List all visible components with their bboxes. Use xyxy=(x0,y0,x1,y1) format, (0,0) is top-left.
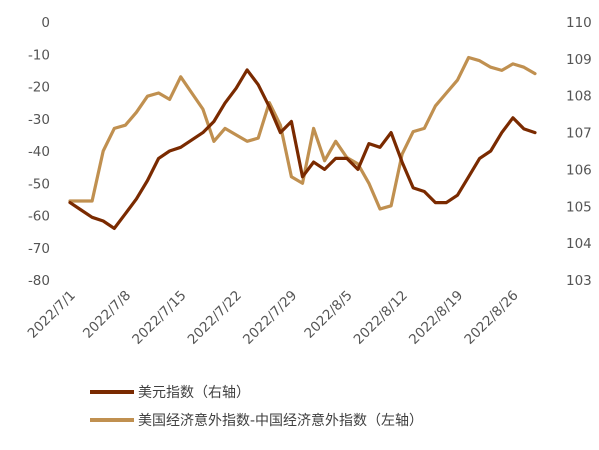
legend-label-usd: 美元指数（右轴） xyxy=(138,385,250,401)
x-tick-label: 2022/7/15 xyxy=(129,288,189,348)
legend-swatch-usd xyxy=(90,390,134,394)
left-tick-label: -30 xyxy=(28,112,50,128)
x-tick-label: 2022/7/8 xyxy=(80,288,134,342)
legend-item-usd: 美元指数（右轴） xyxy=(90,378,423,406)
left-tick-label: -10 xyxy=(28,47,50,63)
x-tick-label: 2022/7/29 xyxy=(240,288,300,348)
right-tick-label: 107 xyxy=(566,126,592,142)
x-tick-label: 2022/8/12 xyxy=(351,288,411,348)
x-axis: 2022/7/1 2022/7/82022/7/152022/7/222022/7… xyxy=(25,288,522,348)
right-tick-label: 104 xyxy=(566,236,592,252)
left-axis: 0 -10 -20 -30 -40 -50 -60 -70 -80 xyxy=(28,15,50,289)
left-tick-label: -70 xyxy=(28,241,50,257)
x-tick-label: 2022/7/1 xyxy=(25,288,79,342)
right-tick-label: 105 xyxy=(566,199,592,215)
x-tick-label: 2022/8/26 xyxy=(461,288,521,348)
left-tick-label: -20 xyxy=(28,80,50,96)
series-line-surprise-spread xyxy=(68,55,537,211)
left-tick-label: -50 xyxy=(28,176,50,192)
legend: 美元指数（右轴） 美国经济意外指数-中国经济意外指数（左轴） xyxy=(90,378,423,434)
left-tick-label: -40 xyxy=(28,144,50,160)
x-tick-label: 2022/8/5 xyxy=(301,288,355,342)
right-tick-label: 103 xyxy=(566,273,592,289)
right-tick-label: 109 xyxy=(566,52,592,68)
plot-area xyxy=(68,55,537,230)
right-tick-label: 106 xyxy=(566,162,592,178)
left-tick-label: -60 xyxy=(28,209,50,225)
left-tick-label: -80 xyxy=(28,273,50,289)
legend-label-spread: 美国经济意外指数-中国经济意外指数（左轴） xyxy=(138,413,424,429)
series-line-usd-index xyxy=(68,68,537,230)
right-tick-label: 110 xyxy=(566,15,592,31)
left-tick-label: 0 xyxy=(41,15,50,31)
legend-item-spread: 美国经济意外指数-中国经济意外指数（左轴） xyxy=(90,406,423,434)
legend-swatch-spread xyxy=(90,418,134,422)
right-axis: 110 109 108 107 106 105 104 103 xyxy=(566,15,592,289)
right-tick-label: 108 xyxy=(566,89,592,105)
x-tick-label: 2022/8/19 xyxy=(406,288,466,348)
x-tick-label: 2022/7/22 xyxy=(185,288,245,348)
